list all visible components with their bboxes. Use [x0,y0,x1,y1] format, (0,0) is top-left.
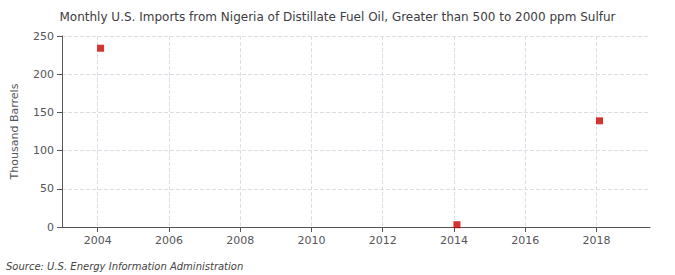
svg-text:2004: 2004 [84,234,112,247]
svg-text:2012: 2012 [369,234,397,247]
svg-text:2014: 2014 [440,234,468,247]
svg-text:100: 100 [33,144,54,157]
svg-text:2010: 2010 [297,234,325,247]
svg-text:200: 200 [33,68,54,81]
svg-text:2016: 2016 [511,234,539,247]
svg-text:2018: 2018 [583,234,611,247]
svg-text:Thousand Barrels: Thousand Barrels [8,83,21,180]
svg-text:Monthly U.S. Imports from Nige: Monthly U.S. Imports from Nigeria of Dis… [60,10,616,24]
svg-text:2008: 2008 [226,234,254,247]
svg-text:250: 250 [33,30,54,43]
svg-text:Source: U.S. Energy Informatio: Source: U.S. Energy Information Administ… [6,261,243,272]
svg-text:150: 150 [33,106,54,119]
svg-text:50: 50 [40,182,54,195]
svg-text:0: 0 [47,221,54,234]
svg-text:2006: 2006 [155,234,183,247]
